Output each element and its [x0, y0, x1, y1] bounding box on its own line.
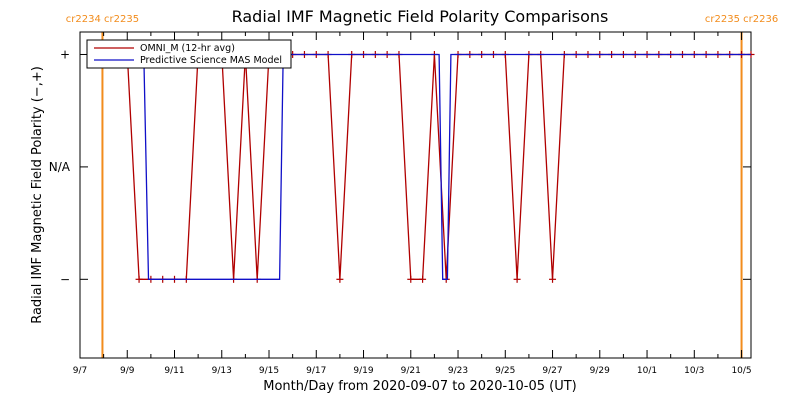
- x-tick-label: 9/7: [73, 366, 87, 376]
- carrington-rotations: cr2234 cr2235 cr2235 cr2236: [66, 14, 778, 358]
- y-tick-label: +: [60, 47, 70, 61]
- chart-title: Radial IMF Magnetic Field Polarity Compa…: [232, 7, 609, 26]
- mas-series-line: [102, 53, 751, 280]
- x-tick-label: 9/15: [259, 366, 279, 376]
- legend-box: [86, 39, 292, 69]
- omni-data-point: [513, 275, 521, 283]
- x-tick-label: 9/25: [495, 366, 515, 376]
- series-layer: [100, 50, 755, 283]
- y-tick-label: N/A: [49, 160, 71, 174]
- x-tick-label: 9/13: [212, 366, 232, 376]
- y-tick-label: −: [60, 272, 70, 286]
- omni-data-point: [135, 275, 143, 283]
- omni-data-point: [407, 275, 415, 283]
- y-axis-label: Radial IMF Magnetic Field Polarity (−,+): [30, 66, 45, 324]
- rotation-label: cr2234 cr2235: [66, 14, 139, 25]
- omni-data-point: [549, 275, 557, 283]
- y-axis-ticks: + N/A −: [49, 47, 751, 286]
- legend-label-mas: Predictive Science MAS Model: [140, 55, 282, 66]
- x-tick-label: 9/21: [401, 366, 421, 376]
- x-tick-label: 10/1: [637, 366, 657, 376]
- legend: OMNI_M (12-hr avg) Predictive Science MA…: [86, 39, 292, 69]
- x-tick-label: 9/19: [353, 366, 373, 376]
- omni-data-point: [419, 275, 427, 283]
- x-tick-label: 10/5: [731, 366, 751, 376]
- rotation-label: cr2235 cr2236: [705, 14, 778, 25]
- x-axis-ticks: 9/7 9/9 9/11 9/13 9/15 9/17 9/19 9/21 9/23 9/25 9/…: [73, 32, 752, 376]
- legend-label-omni: OMNI_M (12-hr avg): [140, 43, 235, 54]
- omni-series-line: [103, 53, 751, 280]
- x-tick-label: 9/27: [542, 366, 562, 376]
- x-tick-label: 9/17: [306, 366, 326, 376]
- x-axis-label: Month/Day from 2020-09-07 to 2020-10-05 …: [263, 379, 576, 394]
- x-tick-label: 9/29: [590, 366, 610, 376]
- x-tick-label: 9/9: [120, 366, 135, 376]
- x-tick-label: 9/23: [448, 366, 468, 376]
- plot-frame: [79, 31, 752, 359]
- x-tick-label: 10/3: [684, 366, 704, 376]
- x-tick-label: 9/11: [164, 366, 184, 376]
- omni-data-point: [336, 275, 344, 283]
